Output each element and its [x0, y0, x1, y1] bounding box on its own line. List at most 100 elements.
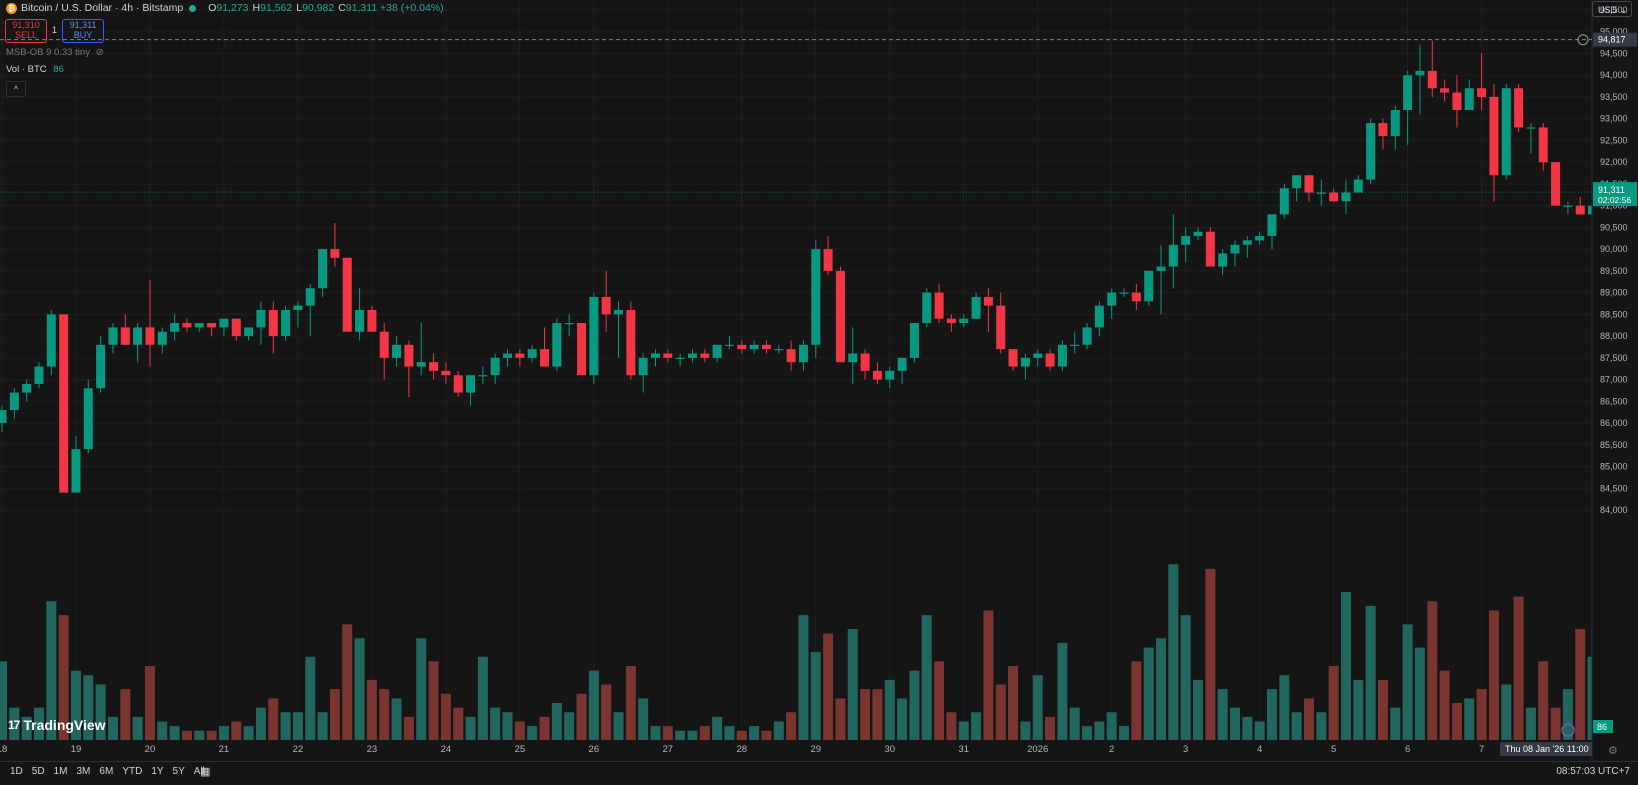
symbol-title[interactable]: Bitcoin / U.S. Dollar · 4h · Bitstamp	[21, 2, 184, 14]
range-button-1d[interactable]: 1D	[10, 766, 23, 777]
candle-body	[835, 270, 845, 363]
volume-bar	[884, 679, 895, 740]
candle-body	[478, 375, 488, 377]
volume-bar	[366, 679, 377, 740]
crosshair-plus-icon[interactable]	[1577, 34, 1589, 46]
price-tick-label: 90,500	[1600, 222, 1628, 232]
volume-bar	[58, 615, 69, 740]
settings-gear-icon[interactable]: ⚙	[1608, 745, 1618, 757]
range-button-5y[interactable]: 5Y	[172, 766, 185, 777]
volume-bar	[1513, 596, 1524, 740]
candle-body	[885, 370, 895, 380]
range-button-ytd[interactable]: YTD	[122, 766, 143, 777]
volume-bar	[576, 693, 587, 740]
candle-body	[1070, 344, 1080, 346]
indicator-msb-ob[interactable]: MSB-OB 9 0.33 tiny ⊘	[6, 47, 104, 58]
candle-body	[650, 353, 660, 358]
buy-label: BUY	[73, 30, 93, 40]
range-button-all[interactable]: All	[193, 766, 205, 777]
volume-bar	[1390, 707, 1401, 740]
candle-body	[848, 353, 858, 363]
indicator-volume[interactable]: Vol · BTC 86	[6, 64, 64, 75]
candle-body	[909, 323, 919, 358]
candle-body	[724, 344, 734, 346]
range-button-3m[interactable]: 3M	[76, 766, 91, 777]
volume-bar	[1057, 642, 1068, 740]
volume-bar	[514, 721, 525, 740]
clock-timezone[interactable]: 08:57:03 UTC+7	[1556, 766, 1630, 777]
price-axis[interactable]: 84,000 84,500 85,000 85,500 86,000 86,500 87,0…	[1591, 0, 1638, 760]
candle-body	[527, 349, 537, 358]
candle-body	[71, 449, 81, 493]
volume-bar	[1131, 661, 1142, 740]
price-tick-label: 84,500	[1600, 483, 1628, 493]
candle-body	[490, 357, 500, 376]
volume-bar	[268, 698, 279, 740]
volume-bar	[1575, 629, 1586, 740]
time-axis[interactable]: 18192021222324252627282930312026234567	[0, 744, 1484, 755]
candle-body	[1341, 192, 1351, 202]
volume-bar	[601, 684, 612, 740]
candle-body	[1452, 92, 1462, 110]
time-tick-label: 23	[367, 744, 378, 755]
price-tick-label: 84,000	[1600, 505, 1628, 515]
candle-body	[0, 410, 7, 424]
volume-bar	[625, 666, 636, 740]
time-tick-label: 28	[737, 744, 748, 755]
low-value: 90,982	[302, 2, 335, 14]
volume-bar	[21, 716, 32, 740]
volume-bar	[1008, 666, 1019, 740]
candle-body	[761, 344, 771, 350]
buy-button[interactable]: 91,311 BUY	[62, 19, 104, 43]
volume-bar	[1402, 624, 1413, 740]
candle-body	[453, 375, 463, 393]
range-button-1y[interactable]: 1Y	[151, 766, 164, 777]
candle-body	[120, 327, 130, 345]
price-tick-label: 87,500	[1600, 353, 1628, 363]
calendar-icon[interactable]: ▦	[200, 766, 211, 778]
range-button-5d[interactable]: 5D	[31, 766, 45, 777]
volume-bar	[1414, 647, 1425, 740]
price-tick-label: 93,000	[1600, 114, 1628, 124]
open-value: 91,273	[216, 2, 249, 14]
currency-selector[interactable]: USD ⌄	[1592, 1, 1632, 17]
volume-bar	[613, 712, 624, 740]
volume-bar	[638, 698, 649, 740]
candle-body	[811, 249, 821, 345]
tradingview-logo-label: TradingView	[23, 717, 106, 733]
volume-bar	[107, 716, 118, 740]
volume-bar	[1106, 712, 1117, 740]
volume-bar	[909, 670, 920, 740]
volume-bar	[1266, 689, 1277, 740]
candle-body	[268, 310, 278, 337]
volume-bar	[897, 698, 908, 740]
collapse-indicators-button[interactable]: ^	[6, 81, 26, 97]
candle-body	[601, 296, 611, 315]
eye-off-icon[interactable]: ⊘	[95, 47, 104, 58]
sell-button[interactable]: 91,310 SELL	[5, 19, 47, 43]
candle-body	[638, 357, 648, 376]
candle-body	[1168, 244, 1178, 267]
candle-body	[1489, 96, 1499, 176]
time-tick-label: 29	[810, 744, 821, 755]
time-tick-label: 7	[1479, 744, 1484, 755]
volume-bar	[847, 629, 858, 740]
volume-bar	[1562, 689, 1573, 740]
candle-body	[367, 310, 377, 332]
volume-bar	[391, 698, 402, 740]
candle-body	[589, 296, 599, 376]
volume-bar	[958, 721, 969, 740]
range-button-1m[interactable]: 1M	[53, 766, 68, 777]
volume-bar	[379, 689, 390, 740]
volume-bar	[551, 703, 562, 740]
tradingview-logo[interactable]: 17 TradingView	[8, 717, 106, 733]
range-button-6m[interactable]: 6M	[99, 766, 114, 777]
chevron-down-icon: ⌄	[1619, 5, 1627, 15]
price-tick-label: 92,500	[1600, 135, 1628, 145]
price-tick-label: 85,000	[1600, 462, 1628, 472]
candle-body	[614, 310, 623, 315]
volume-bar	[872, 689, 883, 740]
lightning-icon[interactable]	[1561, 723, 1575, 737]
